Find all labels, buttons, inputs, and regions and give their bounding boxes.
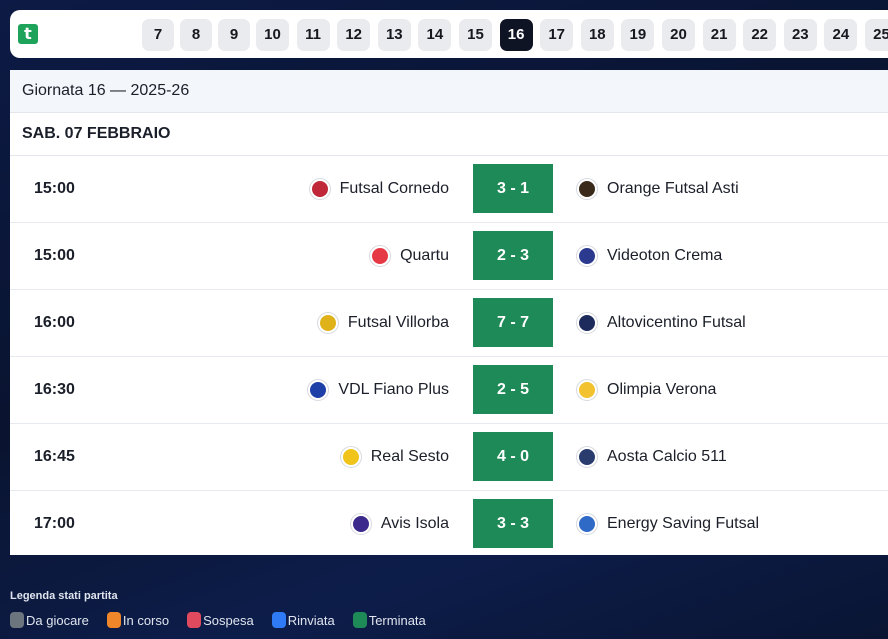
match-row[interactable]: 16:00 Futsal Villorba 7 - 7 Altovicentino F… [10, 290, 888, 357]
away-team-crest-icon [577, 179, 597, 199]
home-team-crest-icon [317, 313, 338, 333]
round-button-10[interactable]: 10 [256, 19, 289, 51]
legend-label: In corso [122, 612, 170, 628]
status-color-icon [10, 612, 24, 628]
home-team[interactable]: Futsal Villorba [317, 290, 449, 356]
home-team[interactable]: Futsal Cornedo [309, 156, 449, 222]
match-time: 15:00 [34, 247, 75, 264]
home-team-crest-icon [370, 246, 391, 266]
away-team[interactable]: Videoton Crema [577, 223, 722, 289]
round-button-11[interactable]: 11 [296, 19, 330, 51]
match-time: 15:00 [34, 180, 75, 197]
home-team[interactable]: Avis Isola [350, 491, 449, 557]
match-time: 16:45 [34, 448, 75, 465]
match-score[interactable]: 3 - 3 [473, 499, 553, 548]
home-team-name: Real Sesto [370, 448, 449, 465]
match-date-header: SAB. 07 FEBBRAIO [10, 113, 888, 156]
status-legend: Da giocare In corso Sospesa Rinviata Termina… [10, 612, 444, 628]
legend-item: Rinviata [271, 612, 335, 628]
legend-label: Sospesa [203, 612, 254, 628]
round-button-9[interactable]: 9 [218, 19, 250, 51]
match-list: 15:00 Futsal Cornedo 3 - 1 Orange Futsal As… [10, 156, 888, 557]
round-button-22[interactable]: 22 [743, 19, 777, 51]
away-team-crest-icon [577, 313, 597, 333]
home-team-name: Avis Isola [380, 515, 449, 532]
home-team[interactable]: Real Sesto [340, 424, 449, 490]
legend-title: Legenda stati partita [10, 590, 118, 602]
legend-label: Rinviata [287, 612, 335, 628]
round-button-25[interactable]: 25 [865, 19, 888, 51]
match-time: 16:00 [34, 314, 75, 331]
page-title: Giornata 16 — 2025-26 [10, 70, 888, 113]
home-team-crest-icon [350, 514, 371, 534]
round-button-24[interactable]: 24 [824, 19, 858, 51]
away-team[interactable]: Aosta Calcio 511 [577, 424, 727, 490]
match-row[interactable]: 16:30 VDL Fiano Plus 2 - 5 Olimpia Verona [10, 357, 888, 424]
match-score[interactable]: 2 - 5 [473, 365, 553, 414]
home-team-crest-icon [340, 447, 361, 467]
match-score[interactable]: 7 - 7 [473, 298, 553, 347]
away-team[interactable]: Orange Futsal Asti [577, 156, 739, 222]
match-time: 16:30 [34, 381, 75, 398]
away-team[interactable]: Olimpia Verona [577, 357, 716, 423]
round-navigation-bar: t 7 8 9 10 11 12 13 14 15 16 17 18 19 20 21 22 23 24 25 [10, 10, 888, 58]
home-team-name: Futsal Villorba [347, 314, 449, 331]
home-team-name: Futsal Cornedo [339, 180, 449, 197]
brand-logo-icon[interactable]: t [18, 24, 38, 44]
home-team-name: VDL Fiano Plus [338, 381, 449, 398]
round-button-20[interactable]: 20 [662, 19, 695, 51]
round-button-21[interactable]: 21 [702, 19, 736, 51]
legend-item: Terminata [352, 612, 426, 628]
home-team-crest-icon [309, 179, 330, 199]
round-button-15[interactable]: 15 [459, 19, 492, 51]
match-row[interactable]: 16:45 Real Sesto 4 - 0 Aosta Calcio 511 [10, 424, 888, 491]
away-team-crest-icon [577, 447, 597, 467]
match-score[interactable]: 2 - 3 [473, 231, 553, 280]
round-button-7[interactable]: 7 [142, 19, 174, 51]
match-score[interactable]: 4 - 0 [473, 432, 553, 481]
fixtures-panel: Giornata 16 — 2025-26 SAB. 07 FEBBRAIO 1… [10, 70, 888, 555]
legend-item: Da giocare [10, 612, 89, 628]
status-color-icon [352, 612, 367, 628]
status-color-icon [187, 612, 202, 628]
home-team[interactable]: VDL Fiano Plus [308, 357, 449, 423]
round-button-12[interactable]: 12 [337, 19, 371, 51]
round-button-16[interactable]: 16 [499, 19, 533, 51]
away-team-name: Energy Saving Futsal [607, 515, 760, 532]
home-team-name: Quartu [400, 247, 449, 264]
match-row[interactable]: 17:00 Avis Isola 3 - 3 Energy Saving Futsal [10, 491, 888, 557]
home-team[interactable]: Quartu [370, 223, 449, 289]
status-color-icon [106, 612, 121, 628]
round-button-13[interactable]: 13 [377, 19, 411, 51]
status-color-icon [271, 612, 286, 628]
round-button-23[interactable]: 23 [783, 19, 817, 51]
away-team-name: Olimpia Verona [607, 381, 717, 398]
home-team-crest-icon [308, 380, 329, 400]
legend-item: In corso [106, 612, 170, 628]
match-row[interactable]: 15:00 Futsal Cornedo 3 - 1 Orange Futsal As… [10, 156, 888, 223]
away-team[interactable]: Altovicentino Futsal [577, 290, 746, 356]
away-team-crest-icon [577, 514, 597, 534]
away-team-name: Aosta Calcio 511 [607, 448, 727, 465]
match-score[interactable]: 3 - 1 [473, 164, 553, 213]
away-team-name: Orange Futsal Asti [607, 180, 739, 197]
away-team-crest-icon [577, 246, 597, 266]
away-team-name: Videoton Crema [607, 247, 723, 264]
match-time: 17:00 [34, 515, 75, 532]
legend-label: Da giocare [26, 612, 89, 628]
away-team-crest-icon [577, 380, 597, 400]
legend-label: Terminata [368, 612, 426, 628]
match-row[interactable]: 15:00 Quartu 2 - 3 Videoton Crema [10, 223, 888, 290]
round-button-8[interactable]: 8 [180, 19, 212, 51]
round-button-14[interactable]: 14 [418, 19, 452, 51]
legend-item: Sospesa [187, 612, 254, 628]
round-button-18[interactable]: 18 [580, 19, 614, 51]
away-team[interactable]: Energy Saving Futsal [577, 491, 759, 557]
round-button-19[interactable]: 19 [621, 19, 655, 51]
away-team-name: Altovicentino Futsal [607, 314, 746, 331]
round-button-17[interactable]: 17 [540, 19, 574, 51]
